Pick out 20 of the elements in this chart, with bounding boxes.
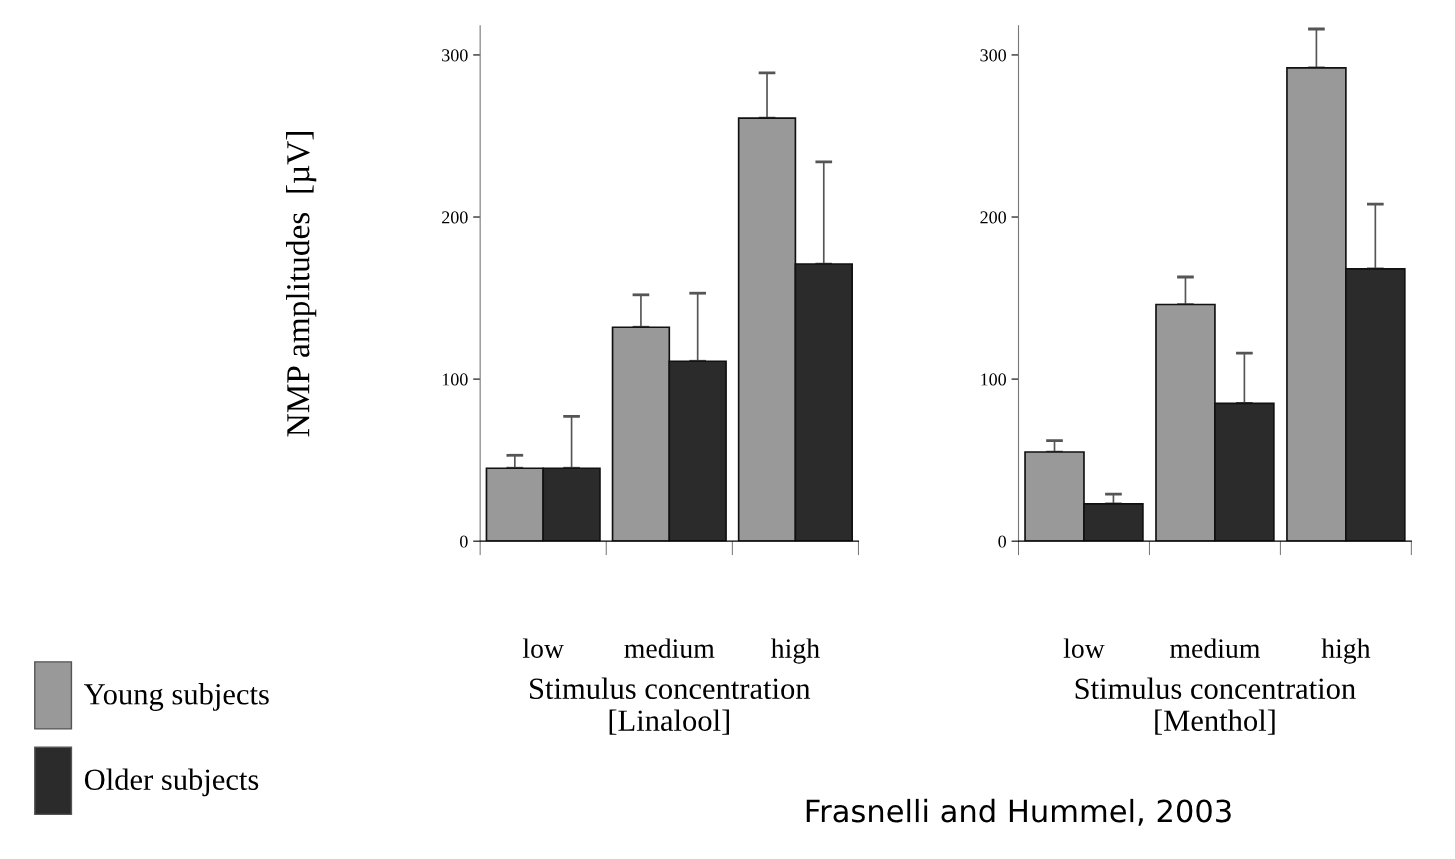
x-tick-label: medium [1169, 638, 1261, 658]
y-tick-label: 100 [981, 373, 1007, 386]
x-tick-label: low [522, 638, 564, 658]
x-tick-label: high [770, 638, 820, 664]
x-axis-title: Stimulus concentration [Menthol] [1075, 677, 1356, 735]
y-axis-title: NMP amplitudes [µV] [286, 132, 317, 437]
x-tick-label: high [1321, 638, 1371, 664]
y-tick-label: 300 [980, 49, 1007, 62]
y-tick-label: 100 [442, 373, 468, 386]
x-tick-label: medium [624, 638, 715, 658]
y-tick-label: 200 [980, 211, 1007, 224]
legend-label: Young subjects [84, 683, 269, 711]
y-tick-label: 200 [442, 211, 468, 224]
legend-label: Older subjects [84, 768, 259, 797]
y-tick-label: 0 [460, 535, 468, 548]
x-tick-label: low [1063, 638, 1105, 658]
text: Frasnelli and Hummel, 2003 [806, 798, 1231, 826]
x-axis-title: Stimulus concentration [Linalool] [530, 677, 811, 735]
y-tick-label: 0 [998, 535, 1007, 548]
y-tick-label: 300 [442, 49, 468, 62]
